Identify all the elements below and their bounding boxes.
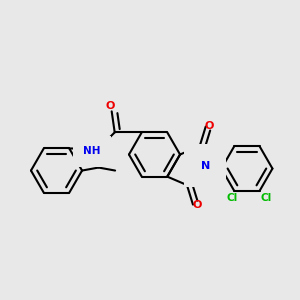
- Text: NH: NH: [83, 146, 101, 156]
- Text: Cl: Cl: [261, 193, 272, 203]
- Text: O: O: [192, 200, 202, 210]
- Text: O: O: [205, 121, 214, 131]
- Text: O: O: [106, 101, 115, 111]
- Text: Cl: Cl: [226, 193, 237, 203]
- Text: N: N: [200, 160, 210, 171]
